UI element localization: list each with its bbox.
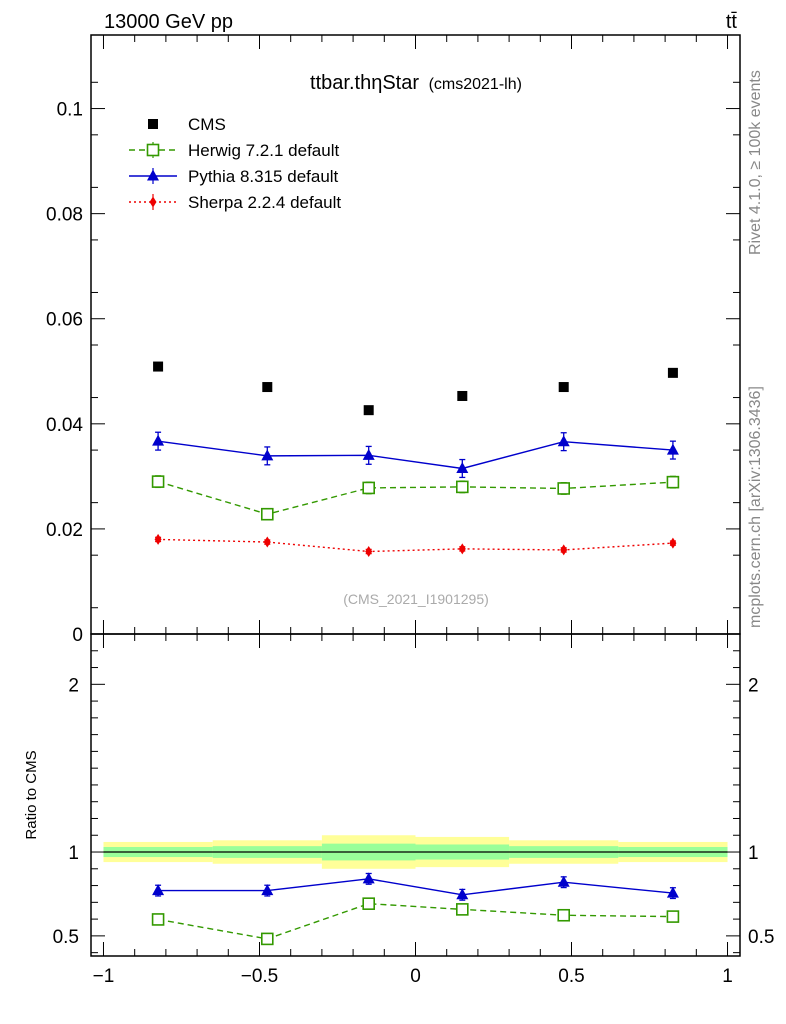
main-cms-point	[667, 367, 678, 378]
ratio-herwig-7-2-1-default-point	[557, 908, 571, 922]
main-cms-point	[457, 390, 468, 401]
ratio-herwig-7-2-1-default-point	[260, 932, 274, 946]
ratio-bands	[103, 835, 728, 869]
legend-herwig-7-2-1-default-label: Herwig 7.2.1 default	[188, 141, 339, 160]
main-sherpa-2-2-4-default-point	[669, 537, 677, 549]
ratio-ytick-label-left: 1	[68, 843, 79, 864]
main-herwig-7-2-1-default-point	[456, 480, 469, 494]
title-text: ttbar.thηStar	[310, 72, 419, 94]
analysis-watermark: (CMS_2021_I1901295)	[343, 591, 489, 607]
process-label: tt̄	[726, 11, 738, 33]
main-cms-point	[153, 361, 164, 372]
ratio-herwig-7-2-1-default-point	[362, 897, 375, 910]
ratio-xtick-label: −1	[93, 966, 115, 987]
main-ytick-label: 0.06	[46, 310, 83, 331]
main-ytick-label: 0.08	[46, 205, 83, 226]
ratio-xtick-label: −0.5	[241, 966, 279, 987]
main-herwig-7-2-1-default-line	[157, 480, 673, 515]
main-sherpa-2-2-4-default-point	[365, 546, 373, 558]
legend-cms: CMS	[148, 115, 226, 134]
main-pythia-8-315-default-point	[666, 443, 679, 455]
ratio-pythia-8-315-default-point	[152, 884, 165, 896]
legend-herwig-7-2-1-default: Herwig 7.2.1 default	[129, 141, 339, 160]
legend-sherpa-2-2-4-default-marker	[149, 196, 157, 208]
main-marks	[151, 361, 680, 558]
main-sherpa-2-2-4-default-line	[158, 538, 673, 553]
ratio-herwig-7-2-1-default-point	[151, 913, 165, 926]
legend-cms-marker	[148, 119, 158, 129]
main-pythia-8-315-default-point	[261, 449, 274, 461]
ratio-frame	[90, 633, 741, 957]
ratio-herwig-7-2-1-default-line	[157, 902, 673, 940]
ratio-panel: 0.5 0.5 1 1 2 2 −1 −0.5 0 0.5 1 Ratio to CMS	[23, 633, 774, 987]
main-axis-ticks: 0 0.02 0.04 0.06 0.08 0.1	[46, 35, 740, 646]
mcplots-source-label: mcplots.cern.ch [arXiv:1306.3436]	[747, 386, 764, 628]
legend-pythia-8-315-default-marker	[147, 169, 159, 181]
ratio-ytick-label-left: 0.5	[53, 927, 79, 948]
ratio-ylabel: Ratio to CMS	[23, 750, 40, 839]
subtitle-text: (cms2021-lh)	[429, 76, 522, 93]
main-pythia-8-315-default-point	[456, 461, 469, 473]
main-pythia-8-315-default-point	[557, 435, 570, 447]
main-sherpa-2-2-4-default-point	[154, 533, 162, 545]
legend-cms-label: CMS	[188, 115, 226, 134]
ratio-axis-ticks: 0.5 0.5 1 1 2 2 −1 −0.5 0 0.5 1	[53, 634, 774, 987]
ratio-pythia-8-315-default-point	[666, 886, 679, 898]
ratio-xtick-label: 1	[722, 966, 733, 987]
main-pythia-8-315-default-point	[152, 434, 165, 446]
main-cms-point	[363, 405, 374, 416]
main-pythia-8-315-default-line	[157, 440, 673, 470]
rivet-version-label: Rivet 4.1.0, ≥ 100k events	[747, 70, 764, 255]
ratio-ytick-label-right: 2	[748, 675, 759, 696]
ratio-pythia-8-315-default-point	[261, 884, 274, 896]
legend-sherpa-2-2-4-default: Sherpa 2.2.4 default	[129, 193, 341, 212]
main-sherpa-2-2-4-default-point	[263, 536, 271, 548]
main-sherpa-2-2-4-default-point	[458, 543, 466, 555]
ratio-herwig-7-2-1-default-point	[456, 903, 469, 916]
legend-pythia-8-315-default: Pythia 8.315 default	[129, 167, 339, 186]
ratio-pythia-8-315-default-line	[158, 878, 673, 896]
ratio-pythia-8-315-default-point	[557, 875, 570, 887]
energy-label: 13000 GeV pp	[104, 11, 233, 33]
main-sherpa-2-2-4-default-point	[560, 544, 568, 556]
legend-sherpa-2-2-4-default-label: Sherpa 2.2.4 default	[188, 193, 341, 212]
ratio-ytick-label-right: 1	[748, 843, 759, 864]
legend: CMS Herwig 7.2.1 default Pythia 8.315 defa…	[129, 115, 341, 212]
main-ytick-label: 0.02	[46, 520, 83, 541]
ratio-pythia-8-315-default-point	[456, 888, 469, 900]
ratio-ytick-label-right: 0.5	[748, 927, 774, 948]
ratio-herwig-7-2-1-default-point	[666, 910, 680, 923]
main-ytick-label: 0	[72, 625, 83, 646]
main-herwig-7-2-1-default-point	[260, 507, 274, 521]
ratio-xtick-label: 0	[410, 966, 421, 987]
main-ytick-label: 0.1	[57, 100, 83, 121]
ratio-pythia-8-315-default-point	[362, 872, 375, 884]
main-herwig-7-2-1-default-point	[557, 482, 571, 495]
legend-herwig-7-2-1-default-marker	[146, 143, 160, 157]
main-herwig-7-2-1-default-point	[151, 475, 165, 488]
main-cms-point	[558, 382, 569, 393]
legend-pythia-8-315-default-label: Pythia 8.315 default	[188, 167, 339, 186]
ratio-marks	[151, 872, 680, 946]
main-herwig-7-2-1-default-point	[362, 481, 375, 495]
main-herwig-7-2-1-default-point	[666, 475, 680, 489]
main-title: ttbar.thηStar (cms2021-lh)	[310, 72, 522, 94]
main-pythia-8-315-default-point	[362, 448, 375, 460]
ratio-ytick-label-left: 2	[68, 675, 79, 696]
main-cms-point	[262, 382, 273, 393]
main-panel: 0 0.02 0.04 0.06 0.08 0.1 ttbar.thηStar (cms2…	[46, 34, 741, 646]
main-ytick-label: 0.04	[46, 415, 83, 436]
ratio-xtick-label: 0.5	[558, 966, 584, 987]
